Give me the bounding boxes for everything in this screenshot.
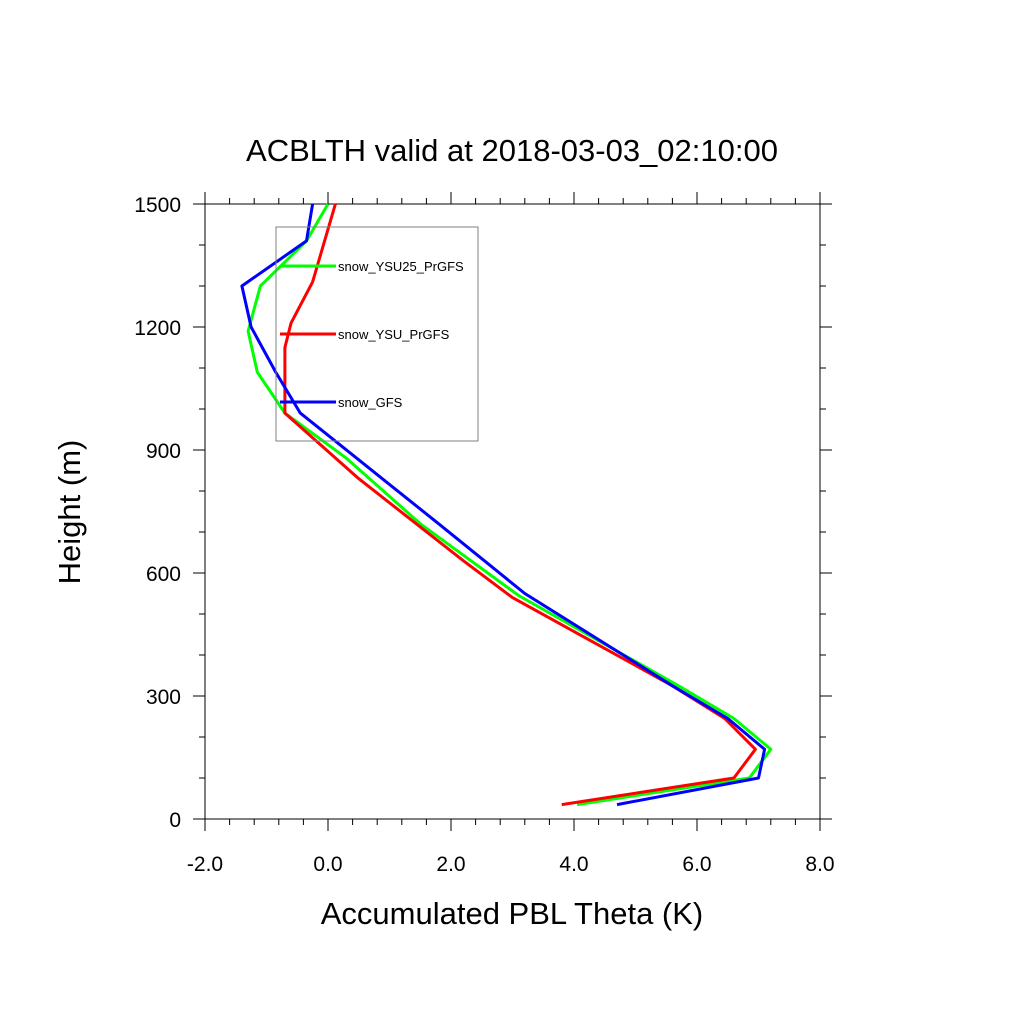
legend: snow_YSU25_PrGFS snow_YSU_PrGFS snow_GFS	[275, 226, 479, 442]
series-line-2	[240, 203, 767, 807]
series-line-0	[246, 203, 773, 807]
series-line-1	[283, 203, 757, 807]
x-tick-label: 8.0	[805, 853, 834, 876]
x-tick-label: 4.0	[559, 853, 588, 876]
x-axis: -2.0 0.0 2.0 4.0 6.0 8.0	[187, 192, 835, 876]
y-tick-label: 1500	[134, 194, 181, 217]
y-tick-label: 900	[146, 440, 181, 463]
legend-label-1: snow_YSU_PrGFS	[338, 327, 450, 342]
x-tick-label: 2.0	[436, 853, 465, 876]
plot-area	[204, 203, 821, 820]
legend-label-0: snow_YSU25_PrGFS	[338, 259, 464, 274]
x-axis-label: Accumulated PBL Theta (K)	[321, 896, 704, 931]
y-axis-label: Height (m)	[52, 440, 87, 585]
legend-label-2: snow_GFS	[338, 395, 403, 410]
legend-box	[275, 226, 479, 442]
y-axis: 0 300 600 900 1200 1500	[134, 194, 832, 832]
chart-title: ACBLTH valid at 2018-03-03_02:10:00	[246, 133, 778, 168]
plot-frame	[204, 203, 821, 820]
y-tick-label: 0	[169, 809, 181, 832]
y-tick-label: 1200	[134, 317, 181, 340]
y-tick-label: 600	[146, 563, 181, 586]
x-tick-label: 0.0	[313, 853, 342, 876]
x-tick-label: 6.0	[682, 853, 711, 876]
x-tick-label: -2.0	[187, 853, 223, 876]
y-tick-label: 300	[146, 686, 181, 709]
